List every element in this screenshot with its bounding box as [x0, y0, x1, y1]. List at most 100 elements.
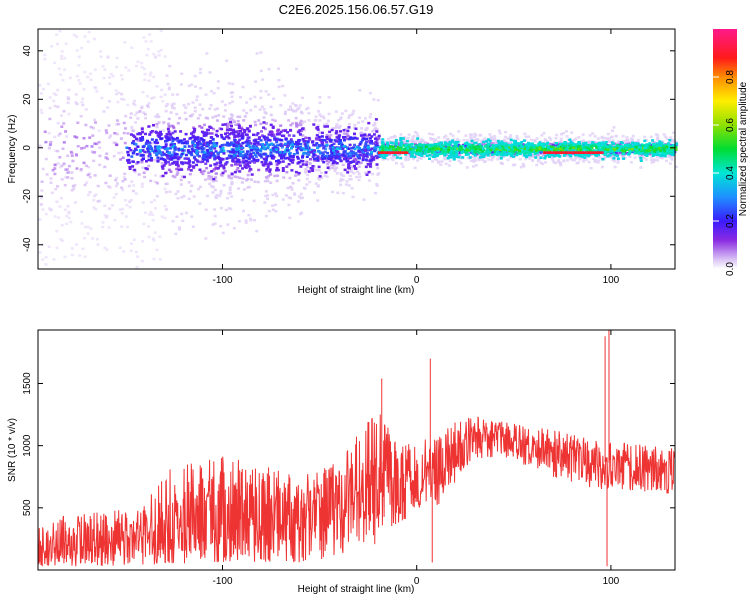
- spectrogram-cell: [321, 153, 325, 156]
- spectrogram-cell: [132, 238, 136, 241]
- spectrogram-cell: [482, 148, 486, 152]
- spectrogram-cell: [261, 78, 265, 81]
- spectrogram-cell: [367, 133, 371, 136]
- spectrogram-cell: [279, 138, 283, 142]
- spectrogram-cell: [522, 152, 526, 155]
- spectrogram-cell: [470, 139, 474, 143]
- spectrogram-cell: [236, 158, 240, 161]
- spectrogram-cell: [494, 145, 498, 149]
- spectrogram-cell: [299, 159, 303, 163]
- spectrogram-cell: [334, 132, 338, 135]
- spectrogram-cell: [405, 148, 408, 152]
- spectrogram-cell: [125, 146, 129, 149]
- y-tick-label: 0: [22, 145, 33, 151]
- spectrogram-cell: [473, 150, 477, 154]
- spectrogram-cell: [242, 209, 245, 213]
- spectrogram-cell: [376, 99, 380, 102]
- spectrogram-cell: [221, 123, 225, 126]
- spectrogram-cell: [517, 146, 521, 149]
- spectrogram-cell: [660, 154, 664, 158]
- spectrogram-cell: [166, 103, 169, 106]
- spectrogram-cell: [323, 125, 327, 128]
- spectrogram-cell: [503, 151, 507, 154]
- spectrogram-cell: [171, 174, 175, 178]
- spectrogram-cell: [136, 145, 140, 148]
- spectrogram-cell: [354, 167, 357, 170]
- spectrogram-cell: [147, 79, 151, 82]
- spectrogram-cell: [414, 140, 418, 143]
- spectrogram-cell: [151, 219, 155, 222]
- spectrogram-cell: [275, 163, 279, 166]
- spectrogram-cell: [318, 113, 322, 116]
- spectrogram-cell: [253, 105, 257, 108]
- spectrogram-cell: [381, 142, 385, 146]
- spectrogram-cell: [180, 161, 184, 165]
- spectrogram-cell: [298, 129, 302, 132]
- spectrogram-cell: [166, 82, 170, 86]
- spectrogram-cell: [137, 173, 141, 176]
- spectrogram-cell: [663, 154, 667, 158]
- spectrogram-cell: [113, 132, 117, 135]
- spectrogram-cell: [290, 147, 293, 150]
- spectrogram-cell: [201, 139, 205, 142]
- spectrogram-cell: [75, 154, 79, 157]
- spectrogram-cell: [142, 171, 146, 174]
- spectrogram-cell: [102, 76, 106, 80]
- spectrogram-cell: [177, 168, 181, 171]
- spectrogram-cell: [220, 148, 224, 152]
- spectrogram-cell: [235, 144, 239, 148]
- spectrogram-cell: [184, 132, 188, 136]
- spectrogram-cell: [428, 147, 432, 151]
- spectrogram-cell: [219, 133, 223, 137]
- spectrogram-cell: [62, 122, 66, 125]
- spectrogram-cell: [431, 160, 434, 163]
- spectrogram-cell: [229, 91, 233, 95]
- spectrogram-cell: [395, 161, 398, 165]
- spectrogram-cell: [164, 208, 168, 211]
- spectrogram-cell: [66, 154, 70, 157]
- spectrogram-cell: [66, 176, 70, 179]
- spectrogram-cell: [178, 116, 182, 120]
- spectrogram-cell: [330, 149, 334, 153]
- spectrogram-cell: [92, 37, 96, 41]
- spectrogram-cell: [358, 147, 362, 150]
- spectrogram-cell: [391, 145, 395, 148]
- spectrogram-cell: [236, 115, 240, 118]
- spectrogram-cell: [143, 78, 147, 81]
- spectrogram-cell: [259, 147, 263, 151]
- spectrogram-cell: [193, 155, 197, 159]
- spectrogram-cell: [271, 154, 275, 157]
- spectrogram-cell: [347, 147, 351, 150]
- spectrogram-cell: [440, 141, 443, 144]
- spectrogram-cell: [314, 144, 318, 147]
- spectrogram-cell: [635, 148, 639, 152]
- spectrogram-cell: [262, 146, 266, 149]
- spectrogram-cell: [440, 144, 444, 147]
- spectrogram-cell: [183, 157, 187, 160]
- spectrogram-cell: [238, 115, 242, 119]
- spectrogram-cell: [92, 206, 96, 209]
- spectrogram-cell: [538, 141, 542, 144]
- spectrogram-cell: [160, 137, 164, 140]
- spectrogram-cell: [563, 141, 567, 144]
- spectrogram-cell: [180, 196, 184, 199]
- spectrogram-cell: [299, 143, 303, 146]
- spectrogram-cell: [129, 112, 133, 115]
- spectrogram-cell: [145, 160, 148, 163]
- spectrogram-cell: [163, 153, 166, 156]
- spectrogram-cell: [262, 126, 266, 129]
- spectrogram-cell: [559, 137, 563, 141]
- spectrogram-cell: [546, 146, 550, 149]
- spectrogram-cell: [193, 137, 197, 141]
- spectrogram-cell: [128, 200, 132, 203]
- spectrogram-cell: [464, 134, 468, 137]
- spectrogram-cell: [197, 140, 201, 144]
- spectrogram-cell: [253, 180, 257, 183]
- spectrogram-cell: [339, 141, 343, 144]
- spectrogram-cell: [182, 104, 186, 107]
- spectrogram-cell: [159, 133, 163, 136]
- spectrogram-cell: [603, 156, 607, 159]
- spectrogram-cell: [514, 144, 518, 148]
- spectrogram-cell: [316, 146, 320, 150]
- spectrogram-cell: [404, 153, 408, 156]
